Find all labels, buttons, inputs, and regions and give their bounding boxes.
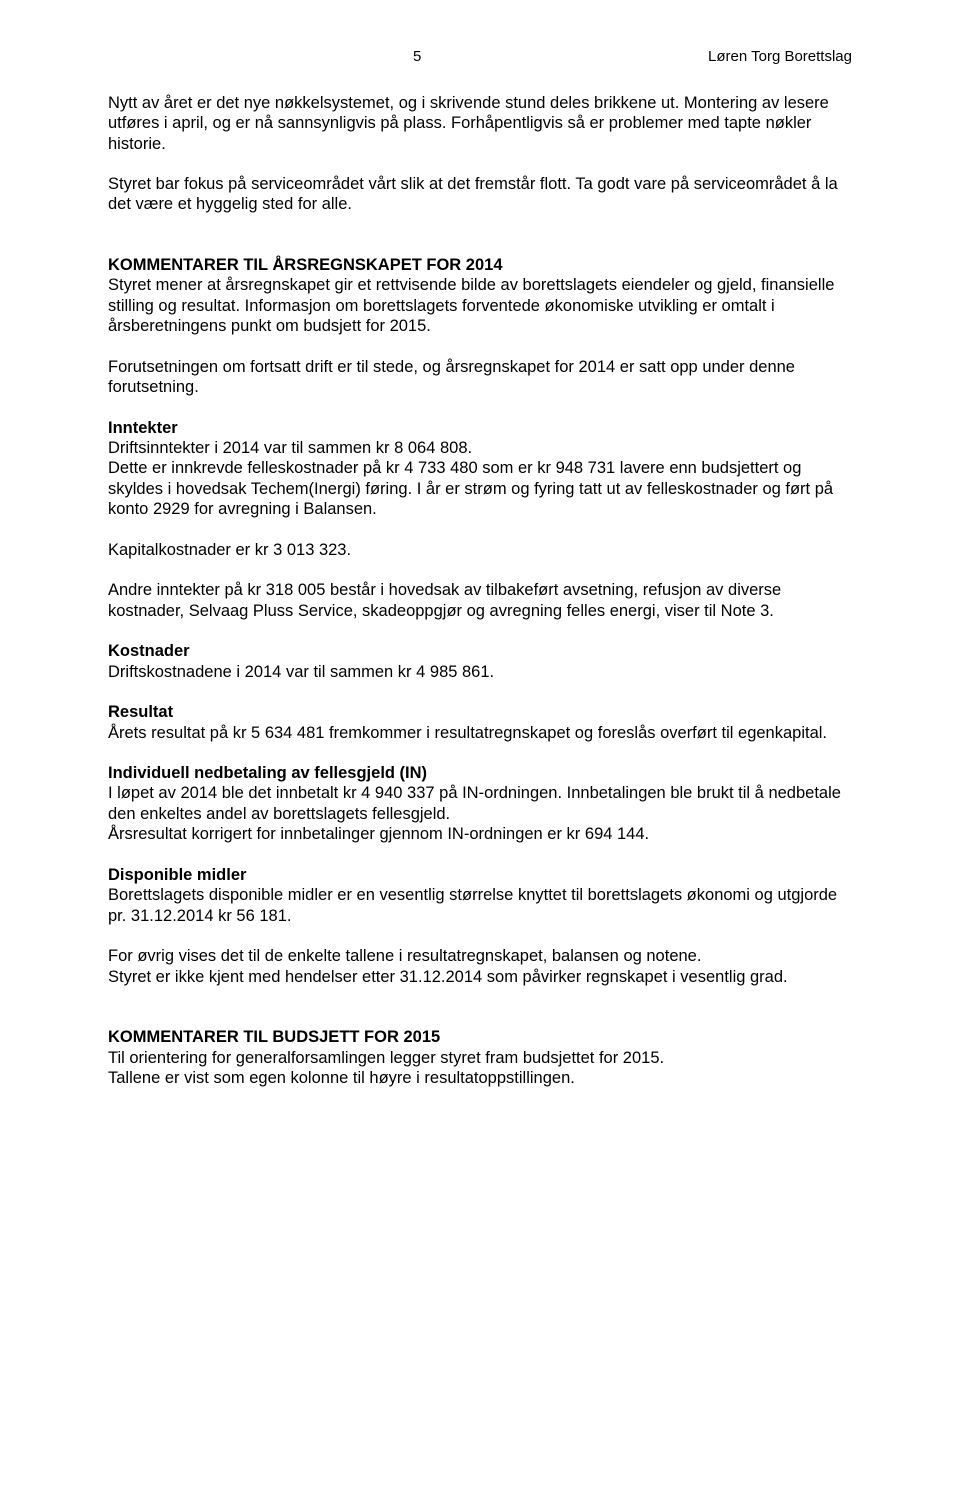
kommentarer-2014-p2: Forutsetningen om fortsatt drift er til … bbox=[108, 357, 852, 398]
inntekter-p4: Andre inntekter på kr 318 005 består i h… bbox=[108, 580, 852, 621]
document-page: 5 Løren Torg Borettslag Nytt av året er … bbox=[0, 0, 960, 1500]
inntekter-p1: Driftsinntekter i 2014 var til sammen kr… bbox=[108, 438, 852, 458]
resultat-block: Resultat Årets resultat på kr 5 634 481 … bbox=[108, 702, 852, 743]
inntekter-block: Inntekter Driftsinntekter i 2014 var til… bbox=[108, 418, 852, 520]
in-title: Individuell nedbetaling av fellesgjeld (… bbox=[108, 763, 852, 783]
resultat-p1: Årets resultat på kr 5 634 481 fremkomme… bbox=[108, 723, 852, 743]
intro-paragraph-2: Styret bar fokus på serviceområdet vårt … bbox=[108, 174, 852, 215]
disponible-block: Disponible midler Borettslagets disponib… bbox=[108, 865, 852, 926]
budsjett-2015-p1: Til orientering for generalforsamlingen … bbox=[108, 1048, 852, 1068]
budsjett-2015-block: KOMMENTARER TIL BUDSJETT FOR 2015 Til or… bbox=[108, 1027, 852, 1088]
inntekter-title: Inntekter bbox=[108, 418, 852, 438]
kommentarer-2014-title: KOMMENTARER TIL ÅRSREGNSKAPET FOR 2014 bbox=[108, 255, 852, 275]
budsjett-2015-title: KOMMENTARER TIL BUDSJETT FOR 2015 bbox=[108, 1027, 852, 1047]
disponible-title: Disponible midler bbox=[108, 865, 852, 885]
resultat-title: Resultat bbox=[108, 702, 852, 722]
org-name: Løren Torg Borettslag bbox=[708, 48, 852, 67]
page-number: 5 bbox=[413, 48, 421, 67]
page-header: 5 Løren Torg Borettslag bbox=[108, 48, 852, 67]
disponible-p1: Borettslagets disponible midler er en ve… bbox=[108, 885, 852, 926]
disponible-p3: Styret er ikke kjent med hendelser etter… bbox=[108, 967, 852, 987]
kommentarer-2014-block: KOMMENTARER TIL ÅRSREGNSKAPET FOR 2014 S… bbox=[108, 255, 852, 337]
kostnader-title: Kostnader bbox=[108, 641, 852, 661]
kommentarer-2014-p1: Styret mener at årsregnskapet gir et ret… bbox=[108, 275, 852, 336]
intro-paragraph-1: Nytt av året er det nye nøkkelsystemet, … bbox=[108, 93, 852, 154]
in-block: Individuell nedbetaling av fellesgjeld (… bbox=[108, 763, 852, 845]
budsjett-2015-p2: Tallene er vist som egen kolonne til høy… bbox=[108, 1068, 852, 1088]
inntekter-p2: Dette er innkrevde felleskostnader på kr… bbox=[108, 458, 852, 519]
kostnader-p1: Driftskostnadene i 2014 var til sammen k… bbox=[108, 662, 852, 682]
disponible-p2: For øvrig vises det til de enkelte talle… bbox=[108, 946, 852, 966]
in-p2: Årsresultat korrigert for innbetalinger … bbox=[108, 824, 852, 844]
inntekter-p3: Kapitalkostnader er kr 3 013 323. bbox=[108, 540, 852, 560]
kostnader-block: Kostnader Driftskostnadene i 2014 var ti… bbox=[108, 641, 852, 682]
in-p1: I løpet av 2014 ble det innbetalt kr 4 9… bbox=[108, 783, 852, 824]
